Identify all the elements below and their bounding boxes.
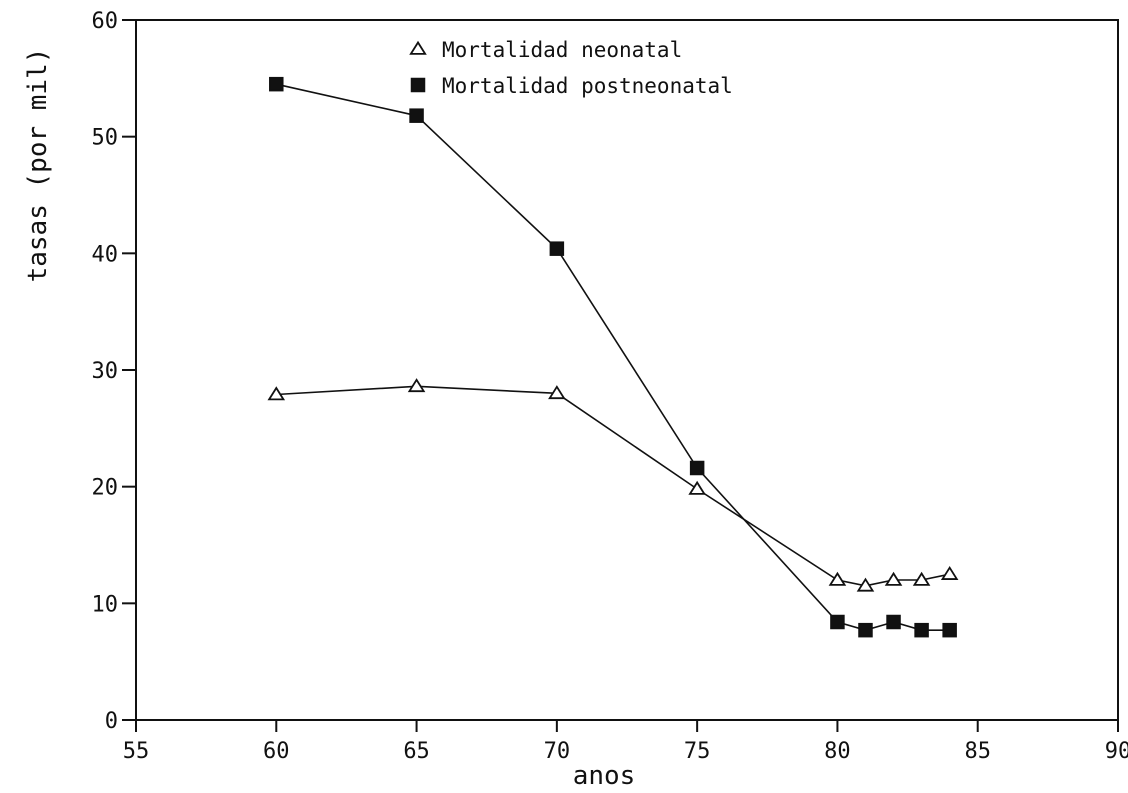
series-1-point-4 [830,614,845,630]
series-1 [269,76,957,638]
series-0-point-2 [548,385,566,400]
x-tick-label-65: 65 [403,739,430,764]
series-0-point-1 [407,378,426,393]
y-axis-ticks: 0 10 20 30 40 50 60 [92,9,136,734]
series-line-1 [276,83,950,631]
series-1-point-1 [409,108,424,123]
series-1-point-0 [269,76,284,92]
series-1-point-6 [886,614,901,630]
legend-marker-0 [409,40,427,55]
series-1-point-2 [549,241,565,256]
x-tick-label-85: 85 [964,739,991,764]
x-axis-label: anos [573,761,636,791]
series-0-point-0 [267,386,286,401]
series-1-point-3 [689,460,705,476]
x-tick-label-55: 55 [123,739,150,764]
series-0-point-5 [856,577,875,592]
series-0-point-8 [940,565,959,580]
y-tick-label-20: 20 [92,476,119,501]
y-tick-label-60: 60 [92,9,119,34]
legend: Mortalidad neonatal Mortalidad postneonat… [409,38,733,98]
y-axis-label: tasas (por mil) [23,48,53,283]
x-axis-ticks: 55 60 65 70 75 80 85 90 [123,720,1128,764]
series-1-point-8 [942,622,957,638]
y-tick-label-40: 40 [92,242,119,267]
series-0-point-3 [688,480,706,495]
series-1-point-5 [858,622,873,638]
series-0-point-4 [828,571,847,586]
y-tick-label-50: 50 [92,126,119,151]
x-tick-label-90: 90 [1105,739,1128,764]
legend-marker-1 [410,77,426,93]
series-layer [267,76,959,638]
x-tick-label-80: 80 [824,739,851,764]
series-0-point-6 [884,571,903,586]
plot-frame [135,19,1119,721]
series-0-point-7 [912,571,931,586]
y-tick-label-10: 10 [92,592,119,617]
y-tick-label-30: 30 [92,359,119,384]
legend-label-1: Mortalidad postneonatal [442,74,733,98]
series-0 [267,378,959,592]
series-1-point-7 [914,622,929,638]
x-tick-label-70: 70 [544,739,571,764]
legend-label-0: Mortalidad neonatal [442,38,682,62]
x-tick-label-75: 75 [684,739,711,764]
x-tick-label-60: 60 [263,739,290,764]
series-line-0 [276,385,950,587]
y-tick-label-0: 0 [105,709,118,734]
